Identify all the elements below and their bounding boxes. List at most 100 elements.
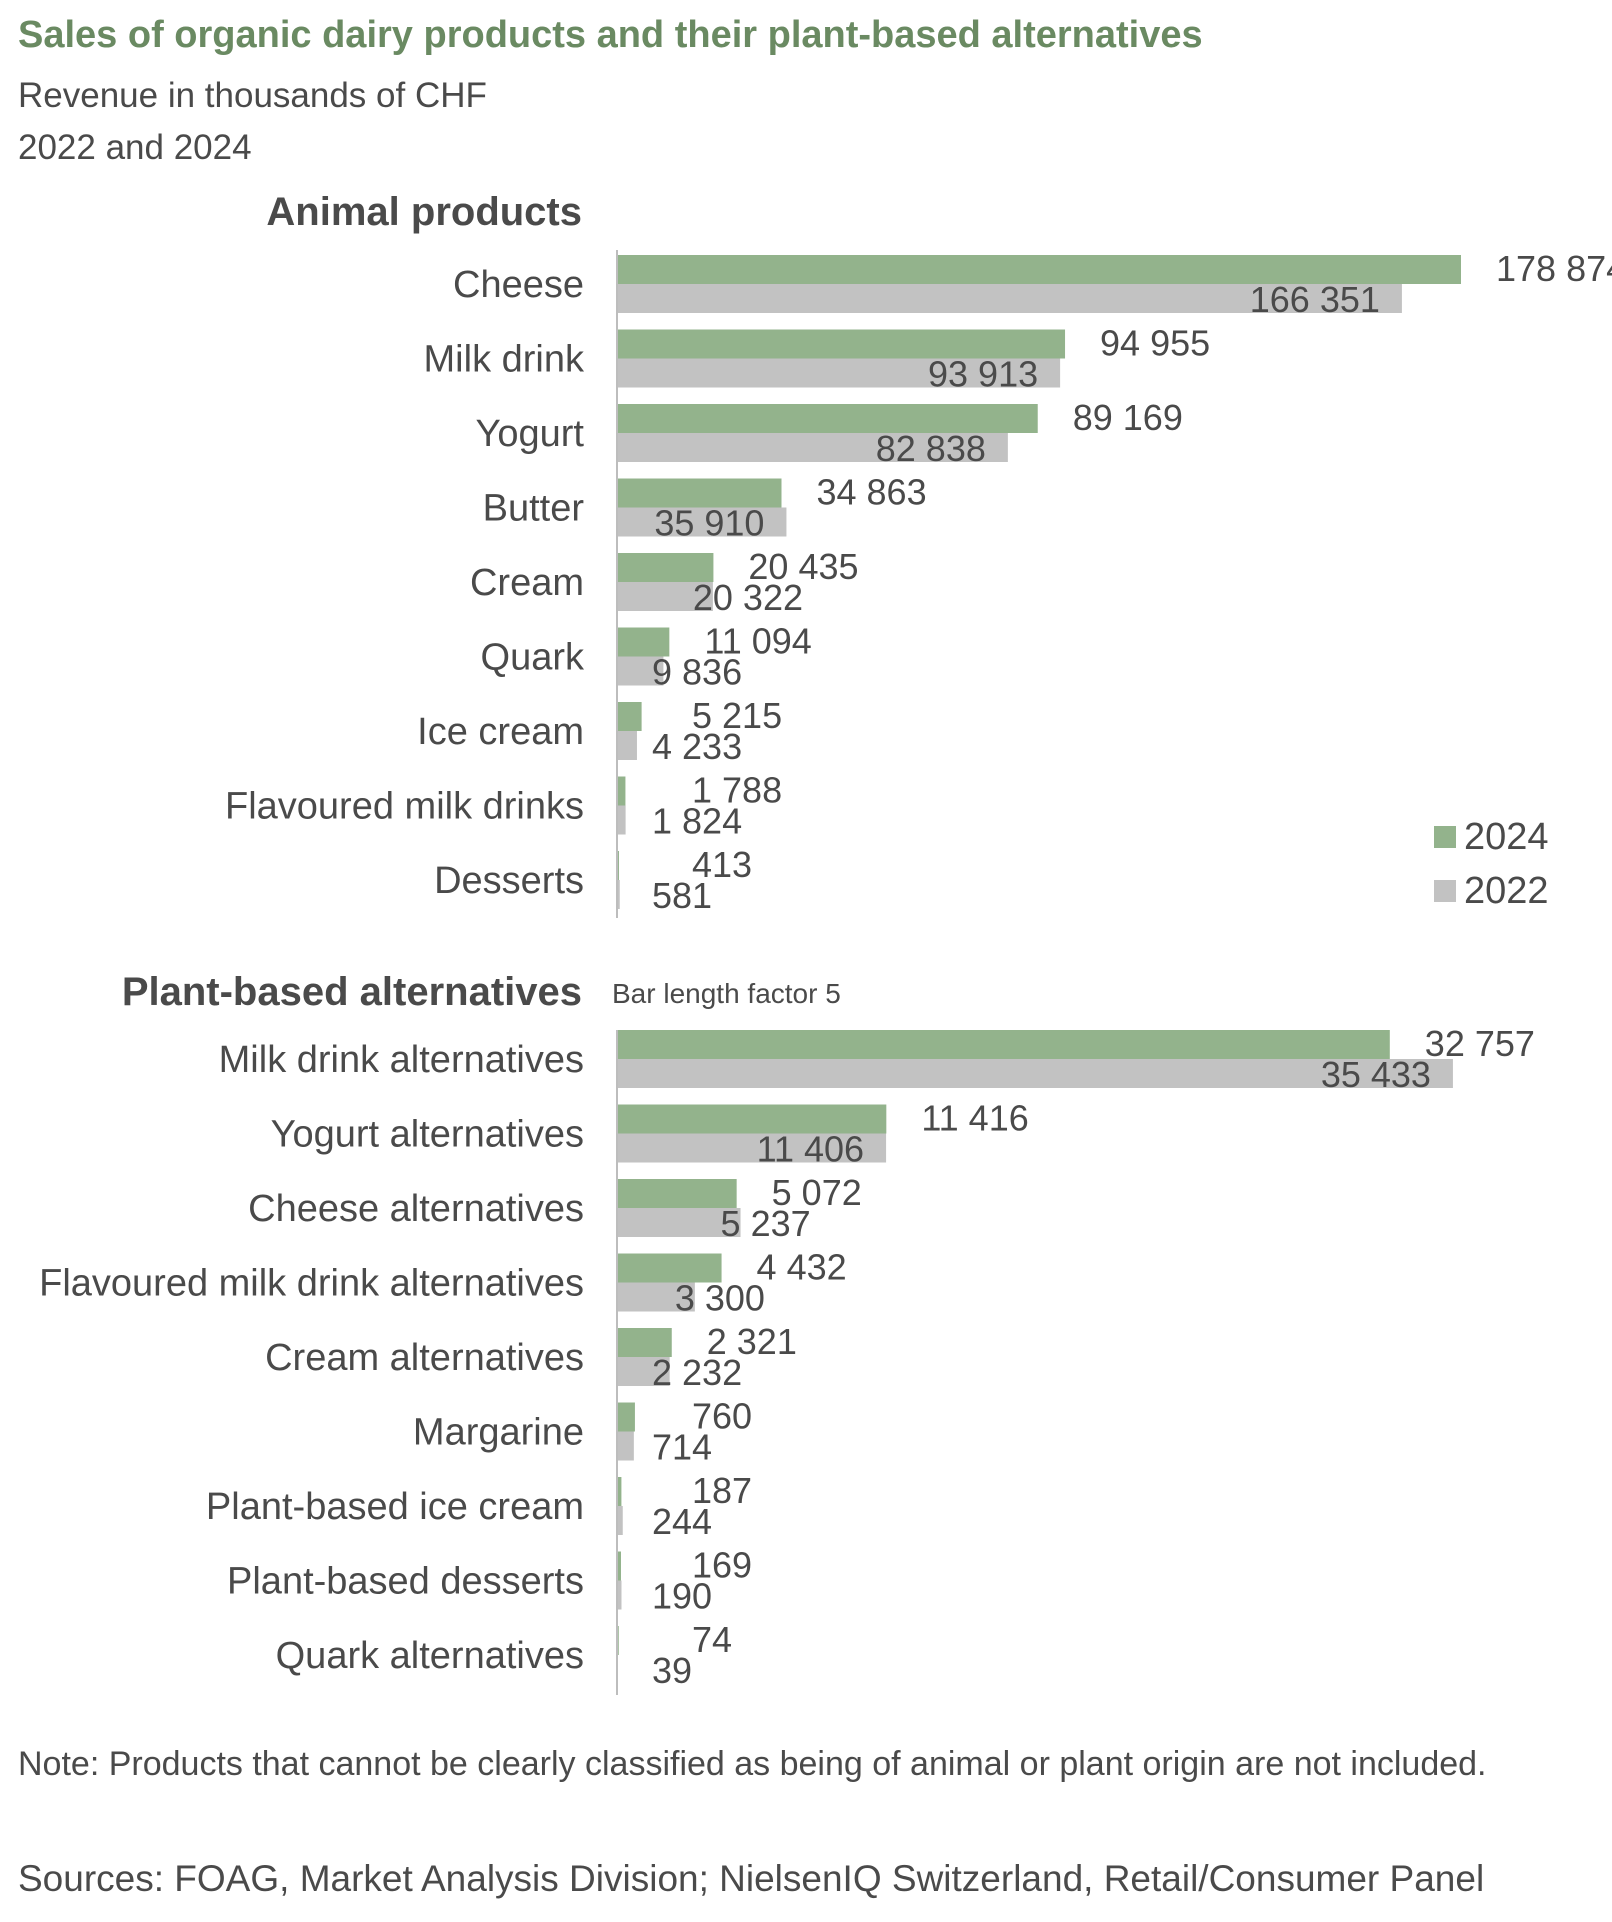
bar-2022 xyxy=(617,1580,622,1610)
category-label: Quark alternatives xyxy=(276,1635,584,1677)
chart-title: Sales of organic dairy products and thei… xyxy=(18,14,1203,56)
bar-2024 xyxy=(617,702,642,731)
value-label-2022: 5 237 xyxy=(721,1203,811,1244)
category-label: Margarine xyxy=(413,1412,584,1454)
value-label-2024: 34 863 xyxy=(816,472,926,513)
bar-length-factor-note: Bar length factor 5 xyxy=(612,978,841,1009)
bar-2022 xyxy=(617,284,1402,313)
value-label-2022: 20 322 xyxy=(693,577,803,618)
plant-section-title: Plant-based alternatives xyxy=(121,970,582,1014)
bar-2022 xyxy=(617,880,620,909)
category-label: Plant-based ice cream xyxy=(206,1486,584,1528)
bar-2022 xyxy=(617,1357,670,1386)
value-label-2022: 35 910 xyxy=(654,503,764,544)
animal-section-title: Animal products xyxy=(266,190,582,234)
value-label-2024: 1 788 xyxy=(692,770,782,811)
bar-2024 xyxy=(617,1104,887,1134)
category-label: Ice cream xyxy=(417,711,584,753)
category-label: Yogurt alternatives xyxy=(271,1114,584,1156)
bar-2022 xyxy=(617,1133,887,1163)
bar-2024 xyxy=(617,478,782,508)
value-label-2024: 187 xyxy=(692,1470,752,1511)
bar-2024 xyxy=(617,329,1066,359)
bar-2024 xyxy=(617,1030,1390,1059)
bar-2024 xyxy=(617,1402,635,1432)
value-label-2024: 32 757 xyxy=(1425,1023,1535,1064)
value-label-2022: 1 824 xyxy=(652,801,742,842)
bar-2024 xyxy=(617,1551,621,1581)
bar-2022 xyxy=(617,507,787,537)
value-label-2022: 581 xyxy=(652,875,712,916)
chart-subtitle-years: 2022 and 2024 xyxy=(18,128,252,167)
category-label: Flavoured milk drink alternatives xyxy=(39,1263,584,1305)
category-label: Plant-based desserts xyxy=(227,1561,584,1603)
value-label-2024: 89 169 xyxy=(1073,397,1183,438)
bar-2024 xyxy=(617,627,670,657)
value-label-2022: 2 232 xyxy=(652,1352,742,1393)
bar-2022 xyxy=(617,656,664,686)
category-label: Cheese alternatives xyxy=(248,1188,584,1230)
bar-2022 xyxy=(617,731,637,760)
category-label: Flavoured milk drinks xyxy=(225,786,584,828)
legend-label-2022: 2022 xyxy=(1464,870,1549,912)
value-label-2022: 714 xyxy=(652,1427,712,1468)
bar-2024 xyxy=(617,255,1461,284)
value-label-2022: 11 406 xyxy=(757,1129,864,1170)
category-label: Cream alternatives xyxy=(265,1337,584,1379)
bar-2024 xyxy=(617,1179,737,1208)
value-label-2022: 35 433 xyxy=(1321,1054,1431,1095)
category-label: Milk drink xyxy=(424,339,585,381)
value-label-2024: 169 xyxy=(692,1545,752,1586)
bar-2022 xyxy=(617,1282,695,1312)
value-label-2022: 82 838 xyxy=(876,428,986,469)
footnote: Note: Products that cannot be clearly cl… xyxy=(18,1745,1487,1783)
category-label: Desserts xyxy=(434,860,584,902)
sources: Sources: FOAG, Market Analysis Division;… xyxy=(18,1858,1485,1899)
value-label-2024: 94 955 xyxy=(1100,323,1210,364)
category-label: Quark xyxy=(481,637,585,679)
category-label: Yogurt xyxy=(476,413,585,455)
bar-2022 xyxy=(617,1208,741,1237)
bar-2024 xyxy=(617,1477,622,1506)
value-label-2022: 39 xyxy=(652,1650,692,1691)
bar-2024 xyxy=(617,1328,672,1357)
value-label-2024: 5 215 xyxy=(692,695,782,736)
category-label: Milk drink alternatives xyxy=(219,1039,584,1081)
legend-swatch-2022 xyxy=(1434,880,1456,902)
value-label-2024: 2 321 xyxy=(707,1321,797,1362)
value-label-2022: 244 xyxy=(652,1501,712,1542)
bar-2024 xyxy=(617,553,714,582)
value-label-2022: 166 351 xyxy=(1250,279,1380,320)
bar-2024 xyxy=(617,404,1038,433)
value-label-2024: 74 xyxy=(692,1619,732,1660)
bar-2022 xyxy=(617,582,713,611)
legend-label-2024: 2024 xyxy=(1464,816,1549,858)
value-label-2024: 4 432 xyxy=(757,1247,847,1288)
value-label-2022: 4 233 xyxy=(652,726,742,767)
value-label-2024: 20 435 xyxy=(748,546,858,587)
legend-swatch-2024 xyxy=(1434,826,1456,848)
bar-2022 xyxy=(617,805,626,835)
value-label-2022: 9 836 xyxy=(652,652,742,693)
bar-2024 xyxy=(617,776,626,806)
value-label-2024: 11 416 xyxy=(921,1098,1028,1139)
bar-2022 xyxy=(617,1506,623,1535)
bar-2022 xyxy=(617,1431,634,1461)
value-label-2024: 760 xyxy=(692,1396,752,1437)
bar-2024 xyxy=(617,1253,722,1283)
bar-2022 xyxy=(617,1059,1453,1088)
category-label: Cheese xyxy=(453,264,584,306)
value-label-2022: 190 xyxy=(652,1576,712,1617)
value-label-2022: 93 913 xyxy=(928,354,1038,395)
value-label-2024: 413 xyxy=(692,844,752,885)
value-label-2024: 5 072 xyxy=(772,1172,862,1213)
chart-subtitle-unit: Revenue in thousands of CHF xyxy=(18,76,487,115)
value-label-2024: 178 874 xyxy=(1496,248,1612,289)
value-label-2024: 11 094 xyxy=(704,621,811,662)
value-label-2022: 3 300 xyxy=(675,1278,765,1319)
category-label: Butter xyxy=(483,488,585,530)
category-label: Cream xyxy=(470,562,584,604)
bar-2022 xyxy=(617,358,1061,388)
bar-2022 xyxy=(617,433,1008,462)
